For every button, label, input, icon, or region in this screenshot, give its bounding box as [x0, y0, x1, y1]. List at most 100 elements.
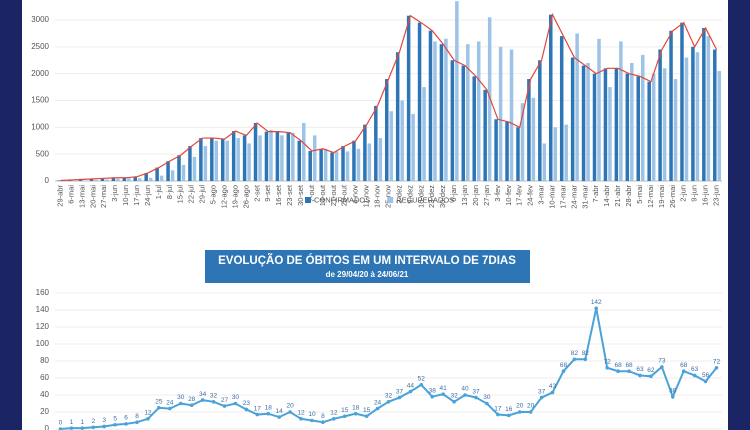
x-tick-label: 3-mar [537, 185, 546, 205]
x-tick-label: 6-mai [66, 185, 75, 204]
x-tick-label: 12-mai [646, 185, 655, 208]
chart-title: EVOLUÇÃO DE ÓBITOS EM UM INTERVALO DE 7D… [218, 254, 516, 267]
point [594, 306, 599, 311]
data-label: 43 [549, 383, 557, 390]
bar [658, 49, 662, 182]
point [485, 401, 489, 406]
panel [22, 0, 728, 430]
x-tick-label: 10-fev [504, 185, 513, 206]
data-label: 24 [374, 399, 382, 406]
bar [494, 119, 498, 181]
x-tick-label: 13-jan [460, 185, 469, 206]
data-label: 8 [321, 413, 325, 420]
data-label: 0 [59, 420, 63, 427]
data-label: 37 [396, 388, 404, 395]
bar [127, 178, 131, 181]
x-tick-label: 23-dez [427, 185, 436, 208]
point [244, 407, 249, 412]
x-tick-label: 7-out [307, 184, 316, 202]
bar [308, 150, 312, 181]
bar [302, 123, 306, 181]
x-tick-label: 25-nov [383, 185, 392, 208]
bar [581, 65, 586, 181]
y-tick-label: 100 [36, 339, 50, 348]
bar [275, 131, 280, 181]
bar [352, 140, 356, 181]
x-tick-label: 5-ago [209, 185, 218, 204]
data-label: 72 [713, 359, 721, 366]
bar [450, 60, 455, 181]
bar [133, 176, 138, 181]
bar [122, 177, 127, 181]
point [342, 414, 347, 419]
y-tick-label: 0 [45, 424, 50, 430]
data-label: 56 [702, 372, 710, 379]
bar [159, 175, 164, 181]
y-tick-label: 120 [36, 322, 50, 331]
y-tick-label: 20 [40, 407, 49, 416]
x-tick-label: 10-mar [548, 185, 557, 209]
bar [625, 73, 630, 181]
bar [428, 30, 433, 181]
bar [280, 135, 284, 181]
bar [695, 52, 700, 182]
bar [505, 121, 509, 181]
bar [170, 170, 175, 181]
data-label: 82 [582, 350, 590, 357]
point [332, 417, 336, 421]
bar [312, 135, 317, 181]
legend-label: CONFIRMADOS [314, 195, 370, 204]
data-label: 68 [625, 362, 633, 369]
bar [210, 138, 214, 181]
point [430, 394, 435, 399]
point [353, 411, 358, 416]
y-tick-label: 0 [45, 176, 50, 185]
legend-label: RECUPERADOS [396, 195, 454, 204]
point [375, 406, 380, 411]
point [714, 366, 719, 370]
data-label: 1 [70, 419, 74, 426]
bar [542, 143, 547, 181]
x-tick-label: 28-abr [624, 185, 633, 207]
bar [356, 148, 361, 181]
bar [166, 161, 170, 181]
data-label: 17 [494, 405, 502, 412]
x-tick-label: 12-ago [219, 185, 228, 208]
x-tick-label: 9-set [263, 184, 272, 202]
x-tick-label: 17-jun [132, 185, 141, 206]
point [102, 424, 107, 429]
point [506, 413, 511, 418]
bar [291, 132, 295, 181]
x-tick-label: 1-jul [154, 185, 163, 200]
bar [640, 54, 645, 182]
data-label: 32 [210, 393, 218, 400]
bar [269, 130, 273, 181]
data-label: 28 [188, 396, 196, 403]
point [386, 400, 391, 404]
point [200, 398, 205, 402]
bar [592, 73, 597, 181]
point [211, 400, 216, 404]
bar [345, 151, 350, 181]
bar [199, 138, 203, 181]
bar [520, 103, 525, 181]
bar [56, 180, 61, 181]
y-tick-label: 160 [36, 288, 50, 297]
data-label: 73 [658, 358, 666, 365]
data-label: 30 [177, 394, 185, 401]
data-label: 62 [647, 367, 655, 374]
bar [100, 178, 105, 181]
point [496, 412, 500, 417]
bar [603, 68, 608, 181]
data-label: 10 [308, 411, 316, 418]
bar [116, 178, 120, 181]
data-label: 27 [221, 397, 229, 404]
x-tick-label: 26-mai [668, 185, 677, 208]
data-label: 12 [297, 410, 305, 417]
bar [472, 76, 476, 181]
bar [564, 124, 568, 181]
bar [439, 44, 444, 182]
y-tick-label: 140 [36, 305, 50, 314]
bar [214, 140, 219, 181]
point [255, 412, 260, 417]
